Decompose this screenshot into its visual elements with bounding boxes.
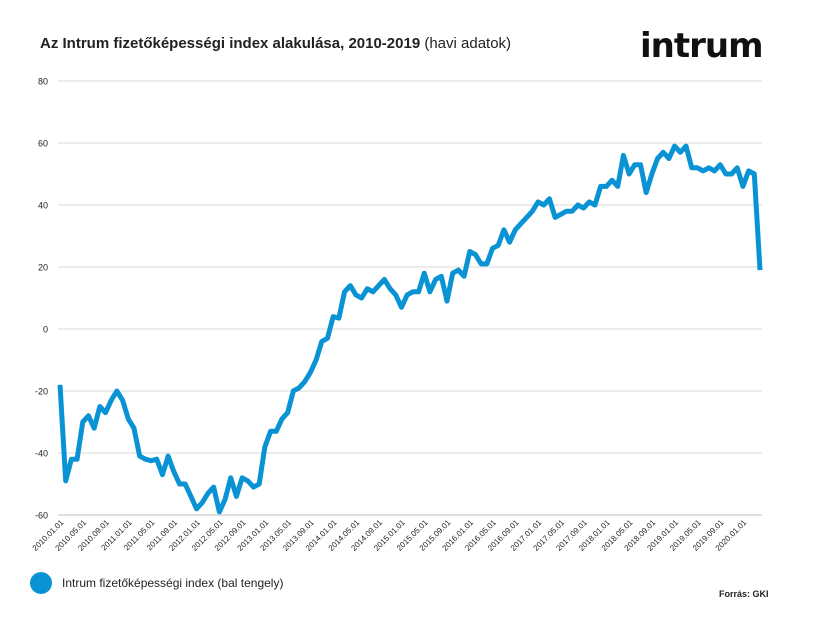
grid-lines xyxy=(58,80,762,516)
y-tick-label: -20 xyxy=(35,387,48,397)
legend: Intrum fizetőképességi index (bal tengel… xyxy=(30,572,283,594)
series-line xyxy=(57,143,763,515)
y-tick-label: 0 xyxy=(43,325,48,335)
chart-title: Az Intrum fizetőképességi index alakulás… xyxy=(40,35,511,52)
source-note: Forrás: GKI xyxy=(719,589,769,599)
chart-title-sub: (havi adatok) xyxy=(420,35,512,52)
intrum-logo: intrum xyxy=(640,26,764,66)
y-tick-label: 60 xyxy=(38,139,48,149)
y-tick-label: 20 xyxy=(38,263,48,273)
series-group xyxy=(57,143,763,515)
y-tick-label: 40 xyxy=(38,201,48,211)
y-axis-tick-labels: -60 -40 -20 0 20 40 60 80 xyxy=(35,77,48,521)
legend-swatch xyxy=(30,572,52,594)
y-tick-label: -40 xyxy=(35,449,48,459)
legend-label: Intrum fizetőképességi index (bal tengel… xyxy=(62,576,284,590)
chart-title-main: Az Intrum fizetőképességi index alakulás… xyxy=(40,35,421,52)
y-tick-label: 80 xyxy=(38,77,48,87)
y-tick-label: -60 xyxy=(35,511,48,521)
x-axis-tick-labels: 2010.01.012010.05.012010.09.012011.01.01… xyxy=(31,518,749,553)
